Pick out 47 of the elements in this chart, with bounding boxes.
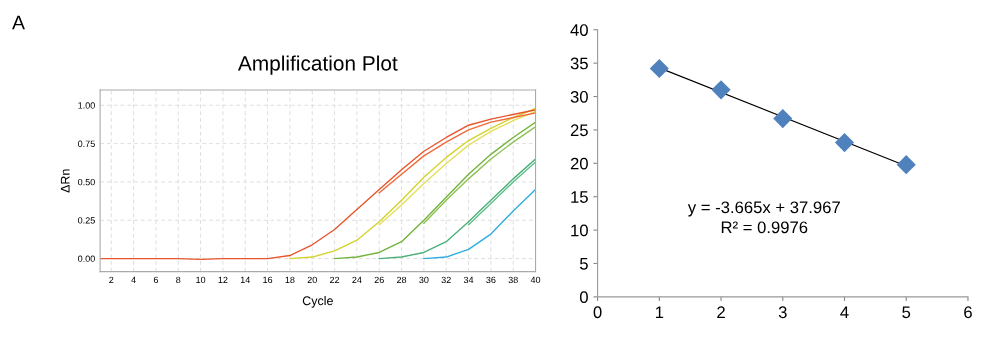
y-tick-label: 0 bbox=[579, 291, 588, 304]
x-tick-label: 3 bbox=[778, 306, 787, 319]
x-tick-label: 6 bbox=[964, 306, 972, 319]
x-tick-label: 5 bbox=[902, 306, 911, 319]
x-tick-label: 12 bbox=[218, 276, 228, 284]
y-tick-label: 0.50 bbox=[78, 178, 95, 186]
x-tick-label: 34 bbox=[463, 276, 474, 284]
y-tick-label: 1.00 bbox=[78, 102, 95, 109]
y-tick-label: 30 bbox=[570, 90, 588, 103]
x-tick-label: 6 bbox=[153, 276, 159, 284]
x-tick-label: 20 bbox=[307, 276, 317, 284]
chart-title: Amplification Plot bbox=[237, 55, 398, 75]
y-tick-label: 10 bbox=[571, 224, 588, 237]
x-tick-label: 30 bbox=[419, 276, 429, 284]
y-tick-label: 0.75 bbox=[78, 140, 95, 147]
x-tick-label: 24 bbox=[352, 276, 362, 284]
y-tick-label: 0.00 bbox=[78, 255, 95, 262]
annotation: y = -3.665x + 37.967 bbox=[687, 201, 840, 217]
annotation: R² = 0.9976 bbox=[721, 221, 808, 234]
y-tick-label: 40 bbox=[570, 24, 588, 36]
y-axis-title: ΔRn bbox=[60, 169, 70, 193]
y-tick-label: 35 bbox=[570, 57, 588, 70]
y-tick-label: 5 bbox=[579, 258, 588, 270]
x-axis-title: Cycle bbox=[302, 296, 333, 308]
x-tick-label: 4 bbox=[131, 276, 136, 284]
x-tick-label: 16 bbox=[263, 276, 273, 284]
x-tick-label: 18 bbox=[285, 276, 295, 284]
x-tick-label: 36 bbox=[486, 276, 496, 284]
x-tick-label: 2 bbox=[109, 276, 114, 284]
x-tick-label: 1 bbox=[655, 306, 664, 318]
x-tick-label: 4 bbox=[840, 306, 849, 318]
text: A bbox=[12, 15, 25, 30]
y-tick-label: 20 bbox=[570, 157, 588, 170]
x-tick-label: 26 bbox=[374, 276, 384, 284]
x-tick-label: 2 bbox=[717, 306, 725, 318]
x-tick-label: 32 bbox=[441, 276, 451, 284]
x-tick-label: 38 bbox=[508, 276, 518, 284]
y-tick-label: 15 bbox=[571, 191, 588, 203]
x-tick-label: 14 bbox=[240, 276, 250, 284]
x-tick-label: 22 bbox=[330, 276, 340, 284]
y-tick-label: 25 bbox=[570, 124, 588, 137]
x-tick-label: 40 bbox=[530, 276, 541, 284]
y-tick-label: 0.25 bbox=[78, 217, 95, 224]
x-tick-label: 10 bbox=[196, 276, 206, 284]
x-tick-label: 0 bbox=[593, 306, 602, 319]
x-tick-label: 8 bbox=[176, 276, 181, 284]
x-tick-label: 28 bbox=[396, 276, 407, 284]
